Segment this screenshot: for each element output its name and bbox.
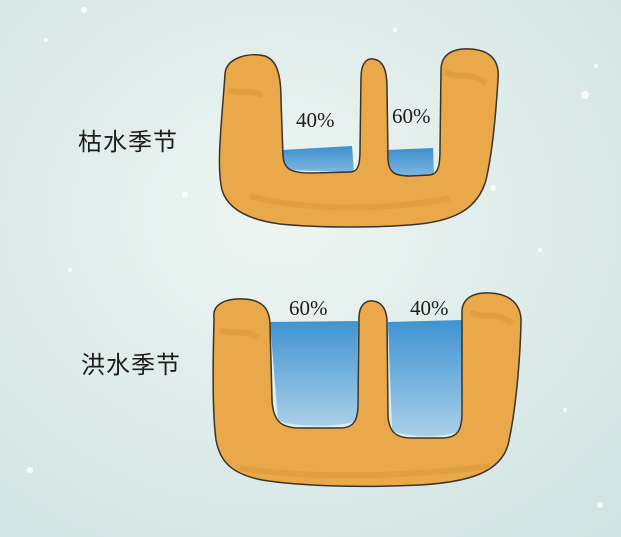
dry-season-diagram [218, 48, 499, 228]
dry-embankment [218, 48, 499, 228]
flood-season-label: 洪水季节 [81, 351, 181, 379]
dry-left-channel-percent: 40% [296, 108, 335, 132]
flood-season-diagram [212, 292, 522, 488]
dry-right-channel-percent: 60% [392, 104, 431, 128]
flood-left-channel-percent: 60% [289, 296, 328, 320]
flood-right-channel-percent: 40% [410, 296, 449, 320]
snow-speckles [27, 7, 603, 508]
flood-embankment [212, 292, 522, 488]
flood-left-channel-water [270, 321, 358, 426]
dry-left-channel-water [281, 146, 354, 172]
dry-right-channel-water [386, 148, 434, 176]
flood-right-channel-water [388, 320, 462, 436]
dry-season-label: 枯水季节 [78, 128, 178, 156]
